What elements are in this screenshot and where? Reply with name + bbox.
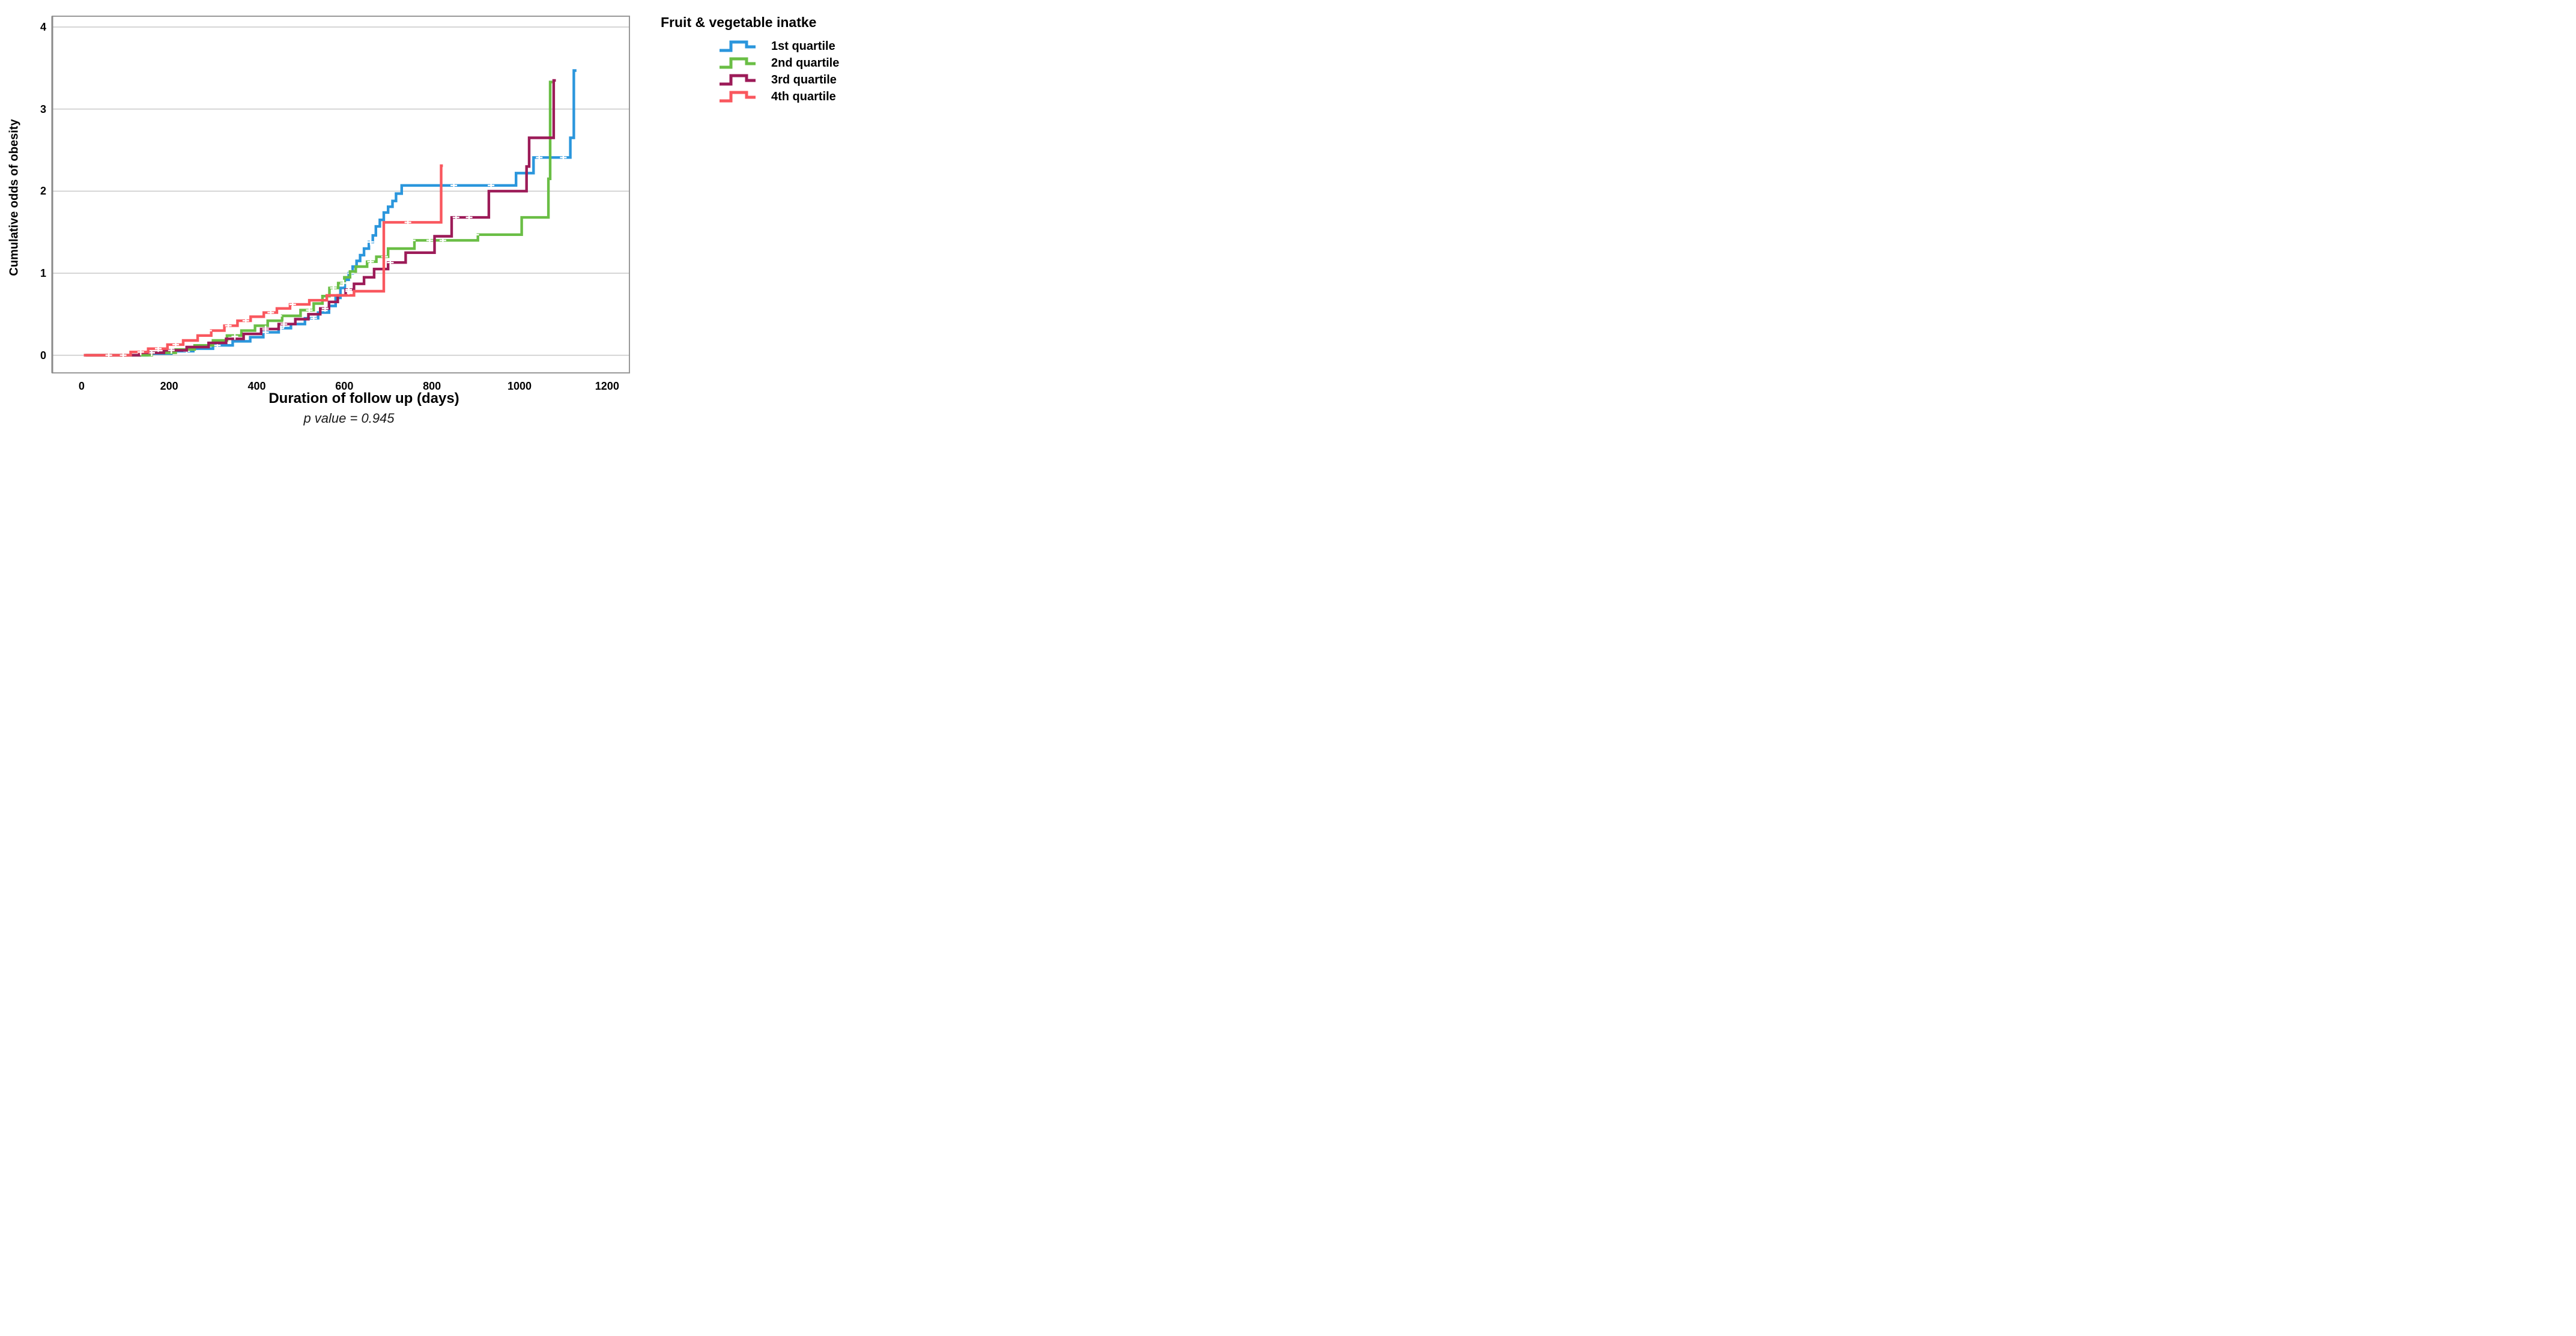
legend-swatch-step-icon (720, 91, 756, 103)
censor-mark-icon (262, 325, 269, 333)
censor-mark-icon (345, 288, 353, 295)
censor-mark-icon (172, 341, 180, 348)
censor-mark-icon (465, 214, 473, 221)
legend-title: Fruit & vegetable inatke (661, 14, 817, 30)
censor-mark-icon (105, 352, 112, 359)
censor-mark-icon (321, 305, 329, 312)
censor-mark-icon (560, 154, 567, 161)
censor-mark-icon (450, 182, 458, 189)
censor-mark-icon (267, 309, 274, 316)
legend-item-label: 2nd quartile (771, 56, 840, 70)
x-tick-label: 0 (78, 380, 85, 392)
y-tick-label: 3 (40, 103, 46, 115)
legend-item-label: 1st quartile (771, 39, 835, 53)
censor-mark-icon (404, 219, 411, 226)
y-tick-label: 2 (40, 185, 46, 198)
y-axis-title: Cumulative odds of obesity (7, 119, 21, 276)
plot-frame (52, 16, 630, 373)
censor-mark-icon (242, 317, 249, 324)
censor-mark-icon (408, 237, 416, 244)
legend-swatch-step-icon (720, 74, 756, 86)
censor-mark-icon (168, 346, 175, 354)
plot-canvas (51, 16, 630, 373)
legend-item-label: 3rd quartile (771, 73, 837, 86)
legend-swatch-step-icon (720, 40, 756, 52)
censor-mark-icon (472, 231, 479, 238)
censor-mark-icon (367, 238, 374, 246)
censor-mark-icon (137, 348, 144, 355)
censor-mark-icon (367, 258, 374, 265)
legend: Fruit & vegetable inatke 1st quartile 2nd… (661, 14, 859, 103)
legend-item-1: 1st quartile (718, 38, 835, 54)
censor-mark-icon (205, 327, 212, 334)
series-line-1 (83, 69, 577, 357)
censor-mark-icon (330, 285, 337, 292)
censor-mark-icon (289, 301, 296, 308)
x-tick-label: 800 (423, 380, 441, 392)
x-tick-label: 200 (160, 380, 178, 392)
legend-item-4: 4th quartile (718, 89, 836, 104)
censor-mark-icon (387, 259, 394, 266)
x-tick-label: 1000 (507, 380, 532, 392)
censor-mark-icon (340, 279, 347, 286)
y-tick-label: 1 (40, 267, 46, 279)
censor-mark-icon (120, 352, 127, 359)
p-value-caption: p value = 0.945 (303, 411, 395, 426)
censor-mark-icon (231, 333, 238, 340)
y-tick-label: 0 (40, 349, 46, 361)
censor-mark-icon (452, 214, 459, 221)
censor-mark-icon (455, 231, 462, 238)
censor-mark-icon (426, 237, 433, 244)
censor-mark-icon (275, 312, 282, 319)
censor-mark-icon (280, 321, 288, 328)
legend-item-3: 3rd quartile (718, 72, 837, 88)
censor-mark-icon (310, 315, 317, 322)
x-tick-label: 400 (247, 380, 266, 392)
censor-mark-icon (225, 322, 232, 329)
legend-swatch-step-icon (720, 57, 756, 69)
censor-mark-icon (536, 154, 543, 161)
x-axis-title: Duration of follow up (days) (268, 390, 459, 407)
censor-mark-icon (306, 307, 313, 313)
y-tick-label: 4 (40, 21, 46, 34)
censor-mark-icon (488, 182, 495, 189)
series-line-3 (86, 79, 556, 357)
x-tick-label: 600 (335, 380, 354, 392)
censor-mark-icon (439, 237, 446, 244)
legend-item-2: 2nd quartile (718, 55, 839, 71)
legend-item-label: 4th quartile (771, 89, 836, 103)
chart-figure: Cumulative odds of obesity Duration of f… (0, 0, 859, 446)
series-line-4 (83, 164, 443, 357)
x-tick-label: 1200 (595, 380, 619, 392)
censor-mark-icon (155, 345, 162, 352)
